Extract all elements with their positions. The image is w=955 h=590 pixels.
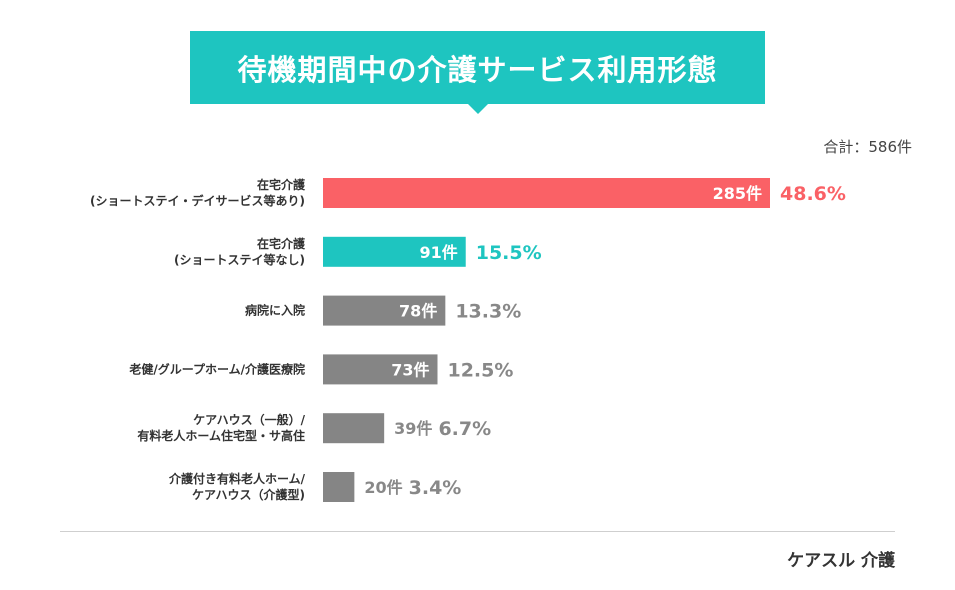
count-label-1: 91件 [419,243,457,262]
bar-3 [323,354,438,385]
total-count-label: 合計：586件 [823,138,912,156]
bar-5 [323,472,355,502]
category-label-4-0: ケアハウス（一般）/ [193,412,306,427]
category-label-2-0: 病院に入院 [245,303,305,318]
category-label-0-0: 在宅介護 [257,177,306,192]
category-label-3-0: 老健/グループホーム/介護医療院 [129,361,305,376]
chart-title-banner: 待機期間中の介護サービス利用形態 [190,31,765,114]
count-label-4: 39件 [394,419,432,438]
percent-label-2: 13.3% [455,301,521,323]
percent-label-3: 12.5% [447,359,513,381]
category-label-4-1: 有料老人ホーム住宅型・サ高住 [137,428,305,443]
bar-2 [323,295,446,326]
count-label-0: 285件 [713,184,762,203]
category-label-5-0: 介護付き有料老人ホーム/ [168,471,306,486]
bar-1 [323,236,466,267]
brand-logo: ケアスル 介護 [787,551,895,571]
category-label-1-0: 在宅介護 [257,236,306,251]
percent-label-4: 6.7% [438,418,491,440]
percent-label-1: 15.5% [476,242,542,264]
chart-title: 待機期間中の介護サービス利用形態 [237,52,718,87]
bar-0 [323,178,770,208]
count-label-3: 73件 [391,360,429,379]
category-label-1-1: (ショートステイ等なし) [174,252,305,267]
count-label-5: 20件 [364,478,402,497]
bar-4 [323,413,385,444]
count-label-2: 78件 [399,302,437,321]
category-label-5-1: ケアハウス（介護型) [192,487,305,502]
percent-label-5: 3.4% [409,477,462,499]
footer-divider [60,531,895,532]
percent-label-0: 48.6% [780,183,846,205]
category-label-0-1: (ショートステイ・デイサービス等あり) [90,193,305,208]
